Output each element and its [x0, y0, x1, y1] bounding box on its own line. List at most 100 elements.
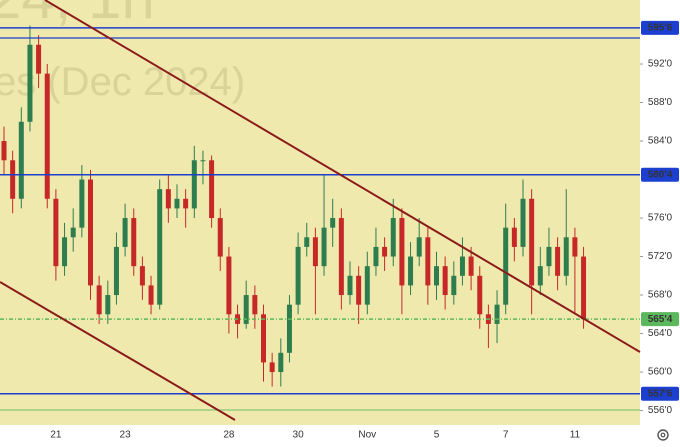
candle-body	[312, 237, 318, 267]
x-tick-label: 7	[503, 430, 509, 441]
candle-body	[555, 246, 561, 276]
candle-body	[122, 218, 128, 247]
candle-body	[347, 275, 353, 296]
candle-body	[581, 256, 587, 320]
candle-body	[1, 141, 7, 161]
level-label: 565'4	[648, 314, 673, 325]
candle-body	[174, 198, 180, 209]
candle-body	[217, 218, 223, 257]
candle-body	[399, 218, 405, 286]
candle-body	[529, 198, 535, 286]
candle-body	[183, 198, 189, 209]
settings-hub[interactable]	[660, 432, 666, 438]
price-axis	[640, 0, 680, 447]
time-axis	[0, 425, 640, 447]
candle-body	[209, 160, 215, 219]
candle-body	[79, 179, 85, 228]
watermark-symbol: 24, 1h	[0, 0, 155, 31]
level-label-box	[641, 312, 679, 327]
candle-body	[503, 227, 509, 305]
y-tick-label: 584'0	[648, 136, 673, 147]
candle-body	[200, 160, 206, 162]
candle-body	[416, 237, 422, 257]
candle-body	[261, 314, 266, 363]
candle-body	[468, 256, 474, 276]
candle-body	[382, 246, 388, 257]
candle-body	[295, 246, 301, 305]
y-tick-label: 568'0	[648, 290, 673, 301]
x-tick-label: 30	[293, 430, 305, 441]
candle-body	[451, 275, 457, 296]
level-label-box	[641, 20, 679, 35]
candle-body	[278, 352, 284, 373]
candle-body	[286, 304, 292, 353]
x-tick-label: 5	[434, 430, 440, 441]
candle-body	[572, 237, 578, 257]
candle-body	[390, 218, 396, 257]
x-tick-label: Nov	[358, 430, 376, 441]
candle-body	[252, 295, 258, 315]
candle-body	[27, 44, 33, 122]
candle-body	[139, 266, 145, 286]
candle-body	[511, 227, 517, 247]
candle-body	[10, 160, 16, 199]
level-label: 595'6	[648, 23, 673, 34]
candle-body	[165, 189, 171, 209]
y-tick-label: 556'0	[648, 405, 673, 416]
y-tick-label: 592'0	[648, 59, 673, 70]
candle-body	[434, 266, 439, 286]
candle-body	[425, 237, 431, 286]
x-tick-label: 23	[120, 430, 132, 441]
candle-body	[338, 218, 344, 296]
candle-body	[356, 275, 362, 305]
candle-body	[105, 295, 111, 315]
candle-body	[70, 227, 76, 238]
candle-body	[546, 246, 552, 267]
candle-body	[494, 304, 500, 324]
candle-body	[373, 246, 379, 267]
x-tick-label: 28	[223, 430, 235, 441]
y-tick-label: 572'0	[648, 251, 673, 262]
settings-gear[interactable]	[657, 429, 669, 441]
level-label: 580'4	[648, 169, 673, 180]
trend-line	[44, 0, 641, 353]
candle-body	[88, 179, 93, 286]
candle-body	[53, 198, 59, 267]
candle-body	[321, 227, 327, 267]
candle-body	[191, 160, 197, 209]
marks	[0, 25, 640, 395]
axis-labels: 556'0 560'0 564'0 568'0 572'0 576'0 584'0 588'0…	[50, 20, 679, 441]
level-label: 557'6	[648, 388, 673, 399]
candle-body	[330, 218, 336, 228]
candle-body	[226, 256, 232, 315]
y-tick-label: 588'0	[648, 97, 673, 108]
level-label-box	[641, 386, 679, 401]
candle-body	[96, 285, 102, 315]
trend-line	[0, 281, 236, 421]
candle-body	[304, 237, 310, 247]
level-label-box	[641, 167, 679, 182]
candle-body	[459, 256, 465, 276]
candle-body	[148, 285, 154, 305]
y-tick-label: 564'0	[648, 328, 673, 339]
candle-body	[44, 73, 50, 199]
x-tick-label: 11	[570, 430, 581, 441]
candle-body	[36, 44, 42, 74]
candle-body	[18, 121, 24, 199]
settings-icon[interactable]	[657, 429, 669, 441]
candle-body	[364, 266, 370, 305]
y-tick-label: 576'0	[648, 213, 673, 224]
y-tick-label: 560'0	[648, 367, 673, 378]
candle-body	[157, 189, 163, 305]
candle-body	[477, 275, 483, 315]
candle-body	[563, 237, 569, 276]
candle-body	[243, 295, 249, 324]
candle-body	[269, 362, 275, 373]
x-tick-label: 21	[50, 430, 62, 441]
candle-body	[62, 237, 68, 267]
candle-body	[520, 198, 526, 247]
candle-body	[113, 246, 119, 296]
candle-body	[442, 266, 448, 296]
candle-body	[537, 266, 543, 286]
